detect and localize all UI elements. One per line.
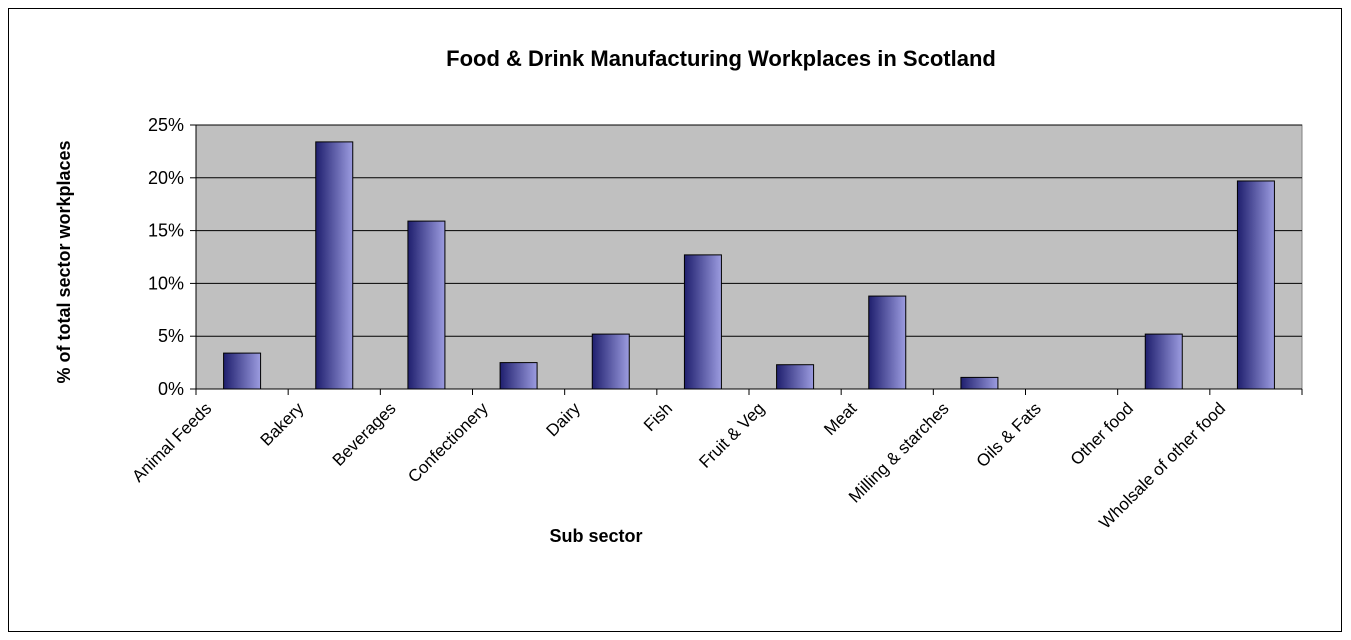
bar <box>407 220 446 390</box>
x-tick-label: Dairy <box>542 399 584 441</box>
y-tick-label: 10% <box>148 273 184 293</box>
bar <box>223 352 262 390</box>
y-tick-label: 25% <box>148 115 184 135</box>
x-tick-label: Beverages <box>329 399 400 470</box>
x-tick-label: Oils & Fats <box>973 399 1045 471</box>
y-axis-title: % of total sector workplaces <box>54 140 74 383</box>
x-tick-label: Milling & starches <box>845 399 953 507</box>
bar <box>1236 180 1275 390</box>
x-tick-label: Fish <box>640 399 676 435</box>
y-tick-label: 15% <box>148 221 184 241</box>
bar <box>868 295 907 390</box>
bar <box>960 376 999 390</box>
x-tick-label: Animal Feeds <box>128 399 215 486</box>
x-axis-title: Sub sector <box>549 526 642 546</box>
x-tick-label: Fruit & Veg <box>695 399 768 472</box>
bar <box>315 141 354 390</box>
x-tick-label: Other food <box>1067 399 1137 469</box>
chart-title: Food & Drink Manufacturing Workplaces in… <box>446 46 996 71</box>
bar <box>1144 333 1183 390</box>
x-tick-label: Confectionery <box>404 399 492 487</box>
y-tick-label: 0% <box>158 379 184 399</box>
bar <box>499 362 538 390</box>
bar <box>591 333 630 390</box>
y-tick-label: 20% <box>148 168 184 188</box>
x-tick-label: Bakery <box>257 399 308 450</box>
y-tick-label: 5% <box>158 326 184 346</box>
bar <box>683 254 722 390</box>
bar <box>776 364 815 390</box>
x-tick-label: Meat <box>820 399 860 439</box>
plot-area <box>195 124 1303 390</box>
